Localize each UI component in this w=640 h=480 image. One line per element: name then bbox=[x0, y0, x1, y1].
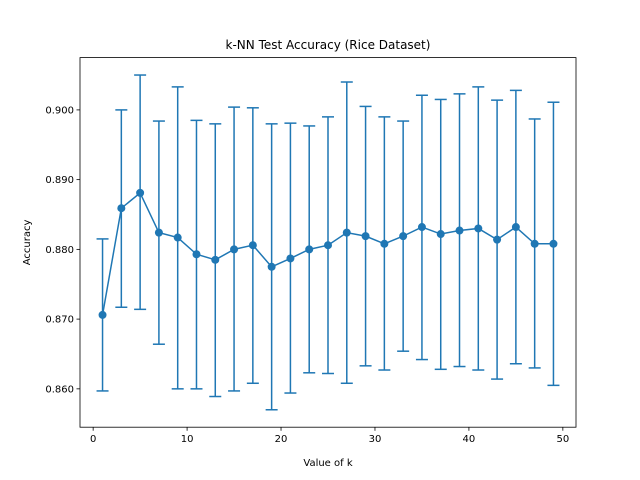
chart-title: k-NN Test Accuracy (Rice Dataset) bbox=[226, 38, 431, 52]
y-axis-label: Accuracy bbox=[22, 219, 33, 265]
plot-area bbox=[96, 74, 560, 411]
data-point bbox=[286, 254, 295, 263]
data-point bbox=[248, 241, 257, 250]
data-point bbox=[192, 250, 201, 259]
x-tick-label: 20 bbox=[275, 434, 288, 445]
x-axis-label: Value of k bbox=[303, 458, 352, 469]
x-tick-label: 0 bbox=[90, 434, 96, 445]
data-point bbox=[455, 226, 464, 235]
axes-frame bbox=[79, 57, 577, 428]
data-point bbox=[305, 245, 314, 254]
x-tick-label: 50 bbox=[556, 434, 569, 445]
y-tick-label: 0.880 bbox=[45, 245, 74, 256]
data-point bbox=[136, 188, 145, 197]
x-tick-label: 40 bbox=[463, 434, 476, 445]
data-point bbox=[324, 241, 332, 250]
data-point bbox=[211, 255, 220, 264]
data-point bbox=[380, 239, 389, 248]
data-point bbox=[342, 228, 351, 237]
data-point bbox=[173, 233, 182, 242]
y-tick-label: 0.900 bbox=[45, 105, 74, 116]
y-tick-label: 0.860 bbox=[45, 384, 74, 395]
data-point bbox=[530, 239, 539, 248]
data-point bbox=[267, 262, 276, 271]
y-axis: 0.860 0.870 0.880 0.890 0.900 bbox=[45, 105, 80, 395]
data-point bbox=[511, 223, 520, 232]
x-tick-label: 10 bbox=[181, 434, 194, 445]
data-point bbox=[361, 232, 370, 241]
data-point bbox=[399, 232, 408, 241]
data-point bbox=[474, 224, 483, 233]
data-point bbox=[154, 228, 163, 237]
data-point bbox=[549, 239, 558, 248]
x-axis: 0 10 20 30 40 50 bbox=[90, 427, 569, 445]
data-point bbox=[117, 204, 126, 213]
y-tick-label: 0.890 bbox=[45, 175, 74, 186]
x-tick-label: 30 bbox=[369, 434, 382, 445]
data-point bbox=[230, 245, 239, 254]
data-point bbox=[417, 223, 426, 232]
data-point bbox=[436, 230, 445, 239]
y-tick-label: 0.870 bbox=[45, 315, 74, 326]
data-point bbox=[98, 310, 107, 319]
data-point bbox=[493, 235, 502, 244]
